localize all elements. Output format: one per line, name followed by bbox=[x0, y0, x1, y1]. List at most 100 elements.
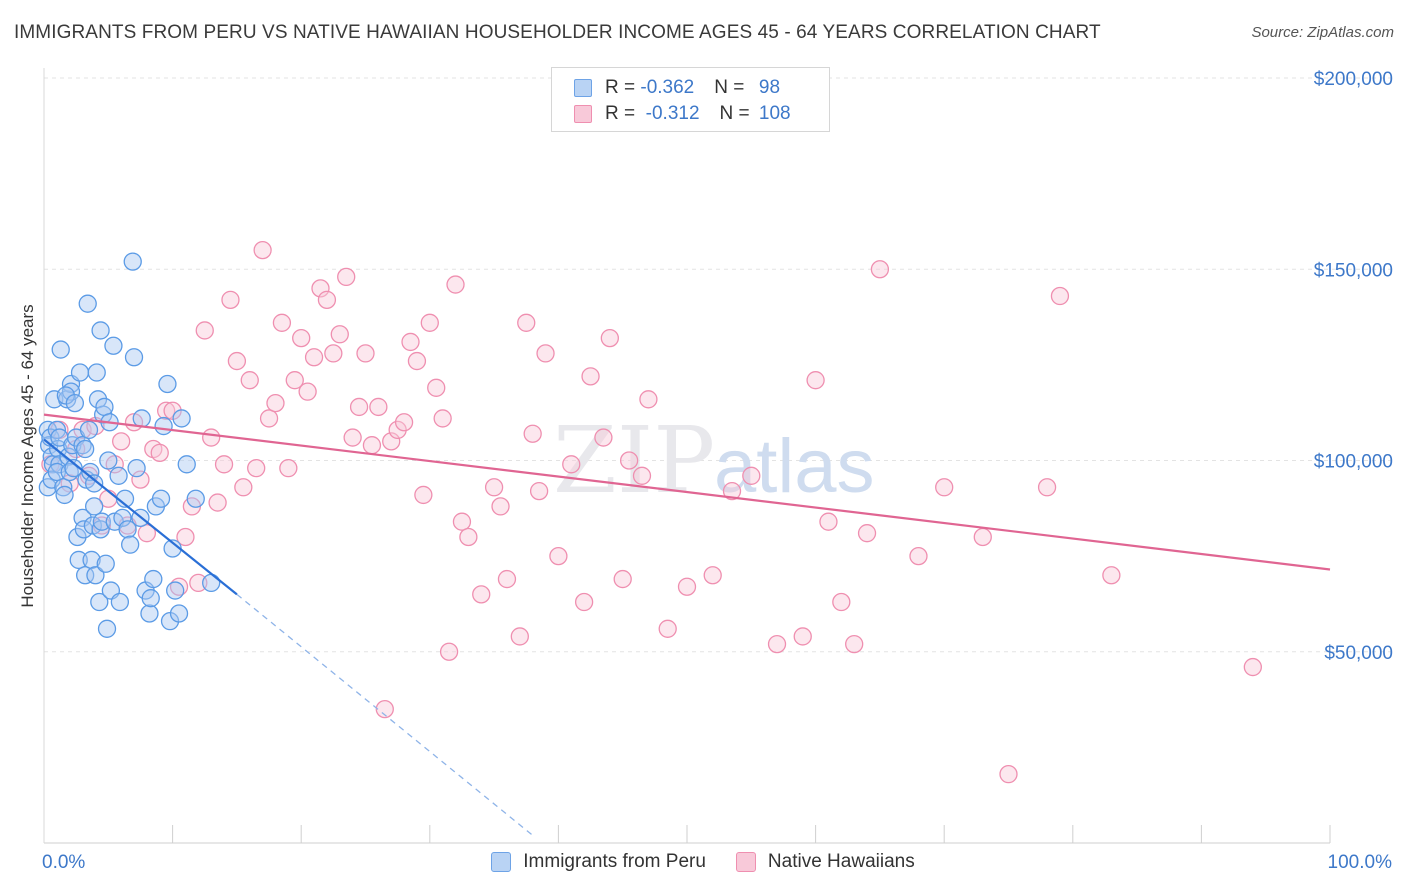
hawaiian-point bbox=[112, 432, 131, 451]
x-axis-min-label: 0.0% bbox=[42, 852, 86, 873]
hawaiian-point bbox=[330, 325, 349, 344]
peru-point bbox=[76, 566, 95, 585]
y-tick-label: $50,000 bbox=[1324, 643, 1393, 664]
peru-point bbox=[121, 535, 140, 554]
peru-point bbox=[154, 416, 173, 436]
peru-point bbox=[140, 604, 159, 623]
hawaiian-point bbox=[337, 267, 356, 287]
peru-point bbox=[91, 321, 110, 340]
hawaiian-point bbox=[279, 458, 298, 478]
peru-point bbox=[79, 420, 99, 440]
hawaiian-point bbox=[285, 371, 304, 390]
hawaiian-point bbox=[157, 401, 176, 420]
series-immigrants-from-peru bbox=[38, 252, 221, 638]
peru-point bbox=[110, 592, 130, 612]
stats-legend: R = -0.362 N = 98 R = -0.312 N = 108 bbox=[551, 67, 830, 132]
y-axis-label: Householder Income Ages 45 - 64 years bbox=[18, 304, 37, 608]
hawaiian-point bbox=[1050, 286, 1070, 306]
peru-point bbox=[76, 439, 95, 459]
legend-swatch-peru bbox=[491, 852, 512, 872]
peru-point bbox=[85, 497, 104, 516]
hawaiian-point bbox=[292, 328, 311, 348]
peru-point bbox=[96, 554, 115, 573]
watermark: ZIP atlas bbox=[553, 407, 875, 514]
x-axis-max-label: 100.0% bbox=[1327, 852, 1392, 873]
legend-swatch-peru bbox=[574, 79, 592, 97]
peru-trend-line bbox=[43, 438, 238, 596]
legend-n-label: N = bbox=[719, 103, 755, 124]
y-tick-label: $200,000 bbox=[1314, 69, 1393, 90]
legend-row-peru: R = -0.362 N = 98 bbox=[574, 76, 780, 100]
peru-point bbox=[144, 569, 163, 589]
hawaiian-point bbox=[317, 290, 337, 310]
legend-item-peru[interactable]: Immigrants from Peru bbox=[491, 851, 706, 873]
hawaiian-trend-line bbox=[43, 413, 1331, 571]
peru-point bbox=[91, 520, 110, 539]
peru-point bbox=[92, 512, 112, 531]
hawaiian-point bbox=[870, 260, 890, 279]
legend-r-label: R = bbox=[605, 103, 641, 124]
hawaiian-point bbox=[632, 466, 652, 485]
peru-point bbox=[127, 458, 146, 478]
hawaiian-point bbox=[793, 627, 812, 646]
chart-title: IMMIGRANTS FROM PERU VS NATIVE HAWAIIAN … bbox=[14, 22, 1101, 43]
hawaiian-point bbox=[375, 699, 394, 719]
hawaiian-point bbox=[247, 458, 266, 478]
peru-point bbox=[109, 466, 128, 485]
hawaiian-point bbox=[459, 527, 478, 547]
y-tick-label: $150,000 bbox=[1314, 260, 1393, 281]
hawaiian-point bbox=[253, 240, 272, 260]
peru-point bbox=[70, 363, 90, 382]
hawaiian-point bbox=[214, 455, 234, 474]
peru-point bbox=[78, 294, 97, 313]
hawaiian-point bbox=[613, 569, 632, 589]
hawaiian-point bbox=[356, 344, 375, 363]
peru-point bbox=[81, 462, 100, 482]
hawaiian-point bbox=[806, 371, 825, 390]
hawaiian-point bbox=[523, 424, 542, 443]
hawaiian-point bbox=[999, 765, 1018, 784]
hawaiian-point bbox=[742, 466, 761, 485]
series-native-hawaiians bbox=[41, 240, 1262, 784]
hawaiian-point bbox=[433, 409, 452, 428]
hawaiian-point bbox=[549, 546, 568, 566]
hawaiian-point bbox=[221, 290, 240, 310]
peru-point bbox=[54, 478, 73, 497]
peru-point bbox=[90, 592, 109, 612]
hawaiian-point bbox=[394, 413, 414, 432]
peru-point bbox=[69, 550, 88, 570]
peru-point bbox=[151, 489, 171, 508]
hawaiian-point bbox=[484, 478, 504, 497]
hawaiian-point bbox=[234, 478, 253, 497]
hawaiian-point bbox=[382, 432, 401, 451]
hawaiian-point bbox=[427, 378, 446, 397]
hawaiian-point bbox=[369, 397, 388, 417]
hawaiian-point bbox=[131, 470, 150, 489]
hawaiian-point bbox=[401, 332, 420, 352]
peru-point bbox=[172, 409, 191, 428]
hawaiian-point bbox=[497, 569, 517, 589]
hawaiian-point bbox=[137, 524, 157, 543]
peru-point bbox=[65, 393, 85, 413]
hawaiian-point bbox=[311, 279, 330, 298]
hawaiian-point bbox=[1102, 566, 1121, 585]
hawaiian-point bbox=[819, 512, 838, 531]
hawaiian-point bbox=[407, 351, 427, 371]
peru-point bbox=[99, 451, 118, 470]
hawaiian-point bbox=[574, 592, 594, 612]
hawaiian-point bbox=[189, 573, 208, 593]
y-tick-labels: $50,000 $100,000 $150,000 $200,000 bbox=[1314, 69, 1393, 664]
watermark-zip: ZIP bbox=[553, 407, 715, 514]
peru-point bbox=[87, 363, 106, 382]
watermark-atlas: atlas bbox=[714, 424, 875, 509]
legend-item-hawaiian[interactable]: Native Hawaiians bbox=[735, 851, 915, 873]
peru-point bbox=[141, 589, 160, 608]
hawaiian-point bbox=[658, 619, 677, 638]
y-tick-label: $100,000 bbox=[1314, 452, 1393, 473]
peru-point bbox=[104, 336, 123, 355]
peru-point bbox=[158, 374, 177, 394]
legend-row-hawaiian: R = -0.312 N = 108 bbox=[574, 102, 791, 126]
legend-n-value: 98 bbox=[753, 77, 781, 98]
hawaiian-point bbox=[227, 351, 247, 371]
